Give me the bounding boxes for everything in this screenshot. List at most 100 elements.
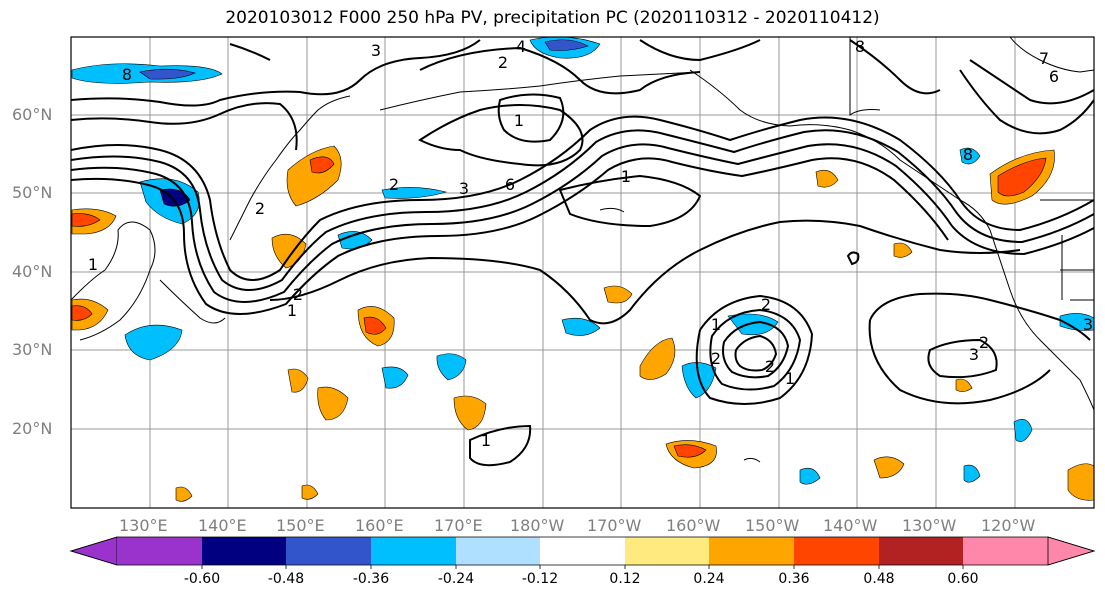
pv-contour	[418, 104, 584, 167]
colorbar-outline	[69, 536, 1096, 566]
pv-contour	[846, 251, 860, 266]
pv-contour	[269, 219, 1021, 325]
contour-label: 8	[963, 145, 973, 164]
lon-label: 180°W	[510, 516, 565, 535]
lon-label: 150°W	[745, 516, 800, 535]
contour-label: 4	[516, 37, 526, 56]
colorbar-segment	[879, 537, 963, 565]
lon-label: 150°E	[276, 516, 325, 535]
pv-contour	[734, 334, 778, 372]
pv-contour	[709, 308, 802, 391]
pv-contour	[71, 143, 1094, 303]
pv-contour	[71, 129, 1094, 291]
lon-label: 140°W	[823, 516, 878, 535]
precip-positive-patch	[1067, 463, 1094, 501]
precip-negative-patch	[381, 366, 409, 389]
precip-positive-patch	[673, 444, 707, 458]
colorbar-tick-label: 0.36	[778, 571, 810, 587]
lon-label: 130°W	[902, 516, 957, 535]
colorbar-segment	[117, 537, 202, 565]
coastline	[599, 207, 761, 463]
precip-positive-patch	[309, 156, 335, 174]
contour-label: 1	[785, 369, 795, 388]
pv-contour	[869, 292, 1091, 341]
colorbar-segment	[963, 537, 1048, 565]
contour-label: 8	[855, 37, 865, 56]
lon-label: 160°E	[355, 516, 404, 535]
contour-label: 1	[514, 111, 524, 130]
contour-label: 6	[505, 175, 515, 194]
colorbar-segment	[202, 537, 286, 565]
contour-label: 8	[122, 65, 132, 84]
pv-contour	[419, 46, 701, 95]
contour-label: 2	[711, 349, 721, 368]
coastline	[1009, 37, 1094, 73]
coastline	[229, 95, 351, 241]
contour-labels: 3 4 2 1 8 6 7 1 2 3 6 8 1 2 1 2 2 1 2 3	[88, 37, 1093, 450]
contour-label: 3	[459, 179, 469, 198]
lon-label: 120°W	[981, 516, 1036, 535]
colorbar-tick-label: 0.24	[693, 571, 725, 587]
colorbar-segment	[709, 537, 794, 565]
lon-label: 140°E	[198, 516, 247, 535]
coastline	[989, 229, 1094, 411]
precip-negative-patch	[963, 464, 981, 483]
colorbar	[69, 536, 1096, 569]
precip-negative-patch	[799, 467, 821, 485]
lat-label: 30°N	[12, 340, 53, 359]
pv-contour	[722, 320, 790, 379]
precip-positive-patch	[453, 395, 487, 431]
precip-negative-patch	[544, 39, 589, 51]
precip-positive-patch	[363, 316, 387, 335]
precip-positive-patch	[893, 242, 913, 258]
colorbar-tick-label: -0.36	[352, 571, 390, 587]
precip-negative-patch	[959, 147, 981, 165]
pv-contour	[469, 424, 532, 467]
contour-label: 6	[1049, 67, 1059, 86]
contour-label: 2	[979, 333, 989, 352]
contour-label: 2	[255, 199, 265, 218]
precip-negative-patch	[436, 353, 467, 381]
precip-positive-patch	[997, 157, 1047, 197]
pv-contour	[558, 174, 702, 228]
precip-negative-patch	[1013, 419, 1033, 442]
pv-contour	[71, 102, 298, 151]
contour-label: 7	[1039, 49, 1049, 68]
colorbar-segment	[371, 537, 456, 565]
lon-label: 170°W	[587, 516, 642, 535]
colorbar-segment	[540, 537, 625, 565]
precip-positive-patch	[603, 285, 633, 304]
colorbar-extend-low	[69, 536, 118, 566]
colorbar-tick-label: -0.12	[521, 571, 559, 587]
colorbar-tick-label: -0.60	[183, 571, 221, 587]
colorbar-tick-label: 0.12	[609, 571, 641, 587]
contour-label: 2	[765, 357, 775, 376]
lat-label: 20°N	[12, 419, 53, 438]
lon-label: 160°W	[666, 516, 721, 535]
precip-negative-patch	[381, 187, 448, 199]
precip-positive-patch	[317, 386, 349, 421]
coastline	[849, 37, 881, 116]
precip-positive-patch	[71, 305, 93, 321]
precip-positive-patch	[71, 213, 101, 227]
precip-negative-patch	[139, 68, 196, 80]
coastline	[71, 221, 156, 341]
contour-label: 2	[498, 53, 508, 72]
contour-label: 2	[293, 285, 303, 304]
contour-label: 3	[969, 345, 979, 364]
pv-contour	[71, 115, 1094, 281]
contour-label: 3	[1083, 315, 1093, 334]
contour-label: 1	[621, 167, 631, 186]
contour-label: 1	[88, 255, 98, 274]
precip-negative-patch	[337, 231, 373, 250]
pv-contour	[849, 39, 941, 95]
colorbar-tick-label: 0.60	[947, 571, 979, 587]
precip-negative-patch	[124, 324, 183, 361]
lat-label: 40°N	[12, 262, 53, 281]
pv-contour	[229, 43, 1094, 135]
map-frame	[70, 36, 1095, 509]
colorbar-extend-high	[1047, 536, 1096, 566]
contour-label: 1	[481, 431, 491, 450]
